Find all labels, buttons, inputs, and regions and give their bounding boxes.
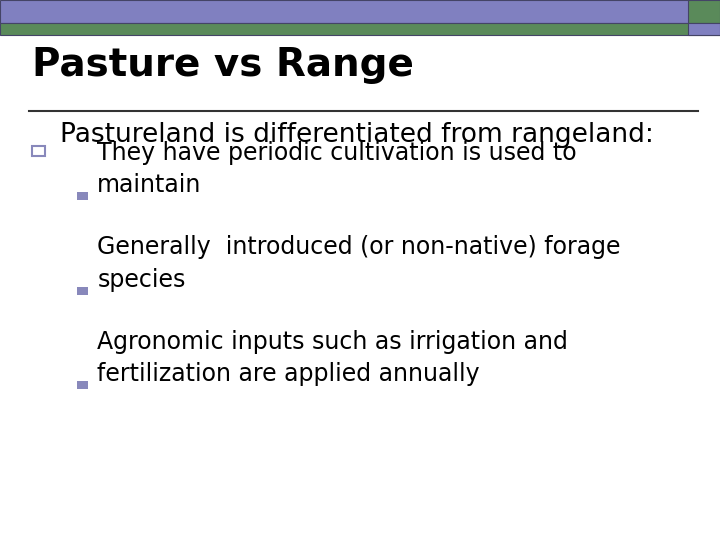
FancyBboxPatch shape xyxy=(0,23,720,35)
FancyBboxPatch shape xyxy=(0,0,720,23)
Text: Generally  introduced (or non-native) forage
species: Generally introduced (or non-native) for… xyxy=(97,235,621,292)
Text: Pastureland is differentiated from rangeland:: Pastureland is differentiated from range… xyxy=(60,123,654,148)
FancyBboxPatch shape xyxy=(688,23,720,35)
FancyBboxPatch shape xyxy=(32,146,45,156)
FancyBboxPatch shape xyxy=(688,0,720,23)
FancyBboxPatch shape xyxy=(77,381,88,389)
FancyBboxPatch shape xyxy=(77,192,88,200)
FancyBboxPatch shape xyxy=(77,287,88,295)
Text: Agronomic inputs such as irrigation and
fertilization are applied annually: Agronomic inputs such as irrigation and … xyxy=(97,329,568,386)
Text: Pasture vs Range: Pasture vs Range xyxy=(32,46,414,84)
Text: They have periodic cultivation is used to
maintain: They have periodic cultivation is used t… xyxy=(97,140,577,197)
